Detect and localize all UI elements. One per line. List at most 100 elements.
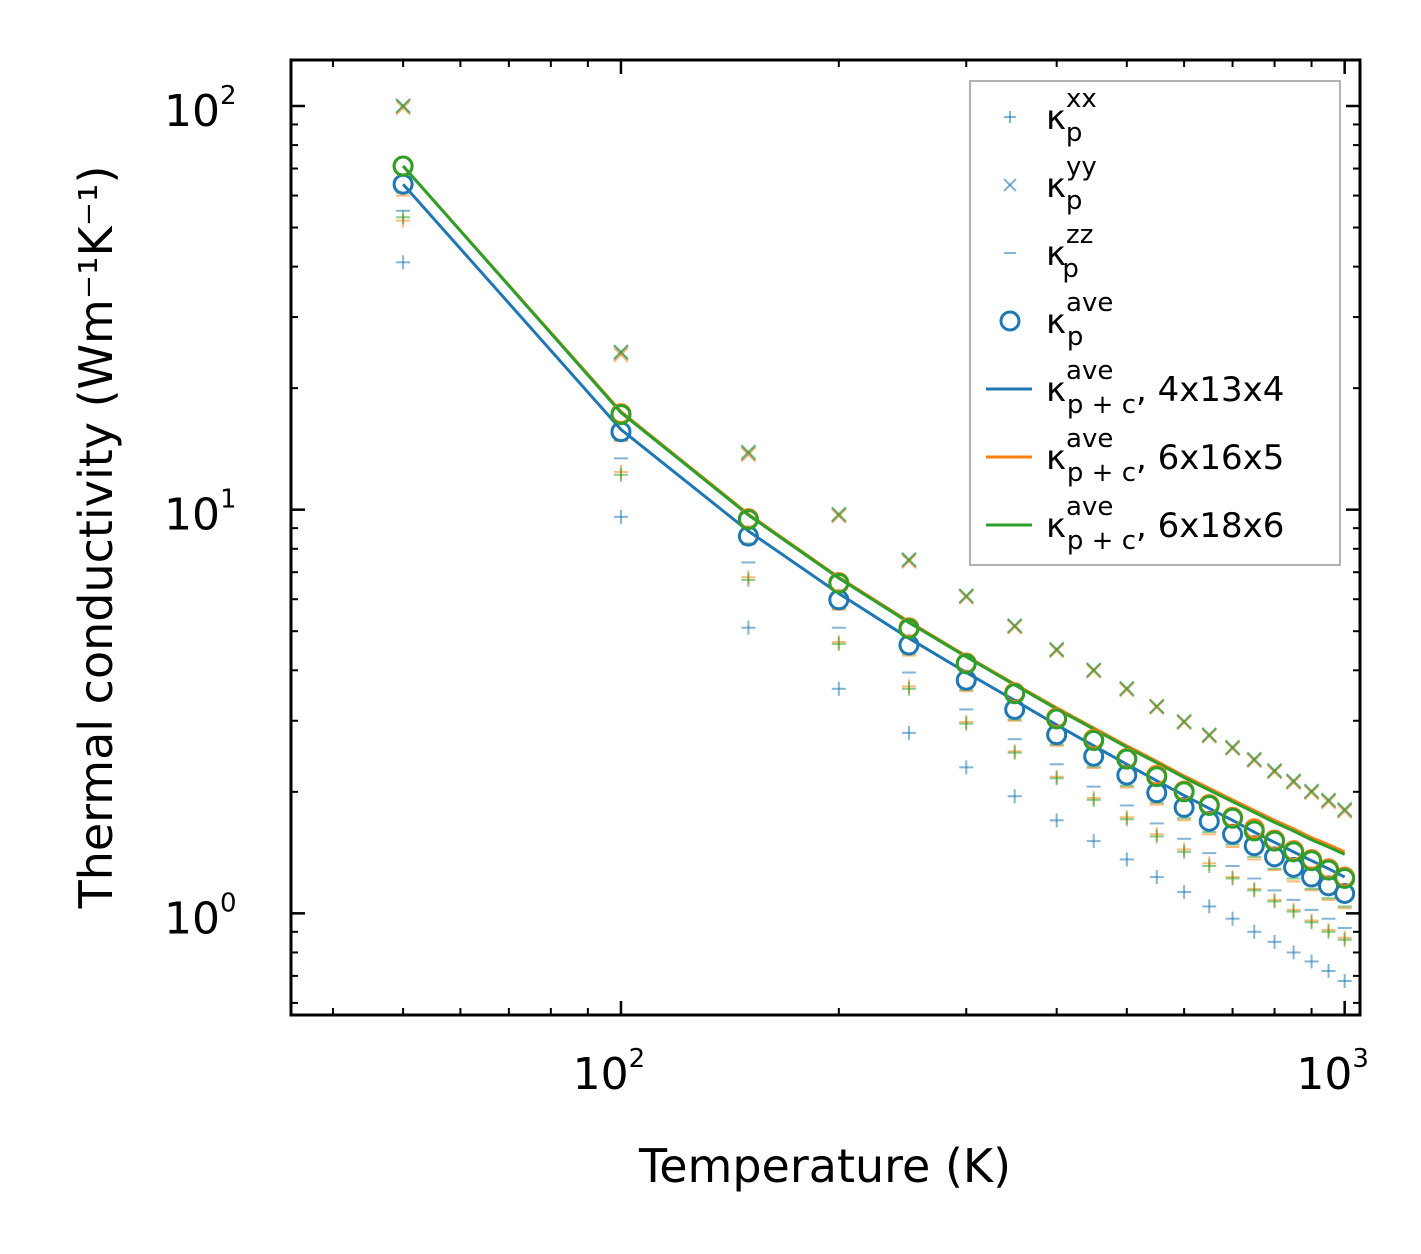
- point-kp_xx-16: [1286, 945, 1301, 960]
- point-kp_xx-1: [613, 509, 628, 524]
- point-kp_xx_c-8: [1086, 792, 1101, 807]
- point-kp_yy_b-5: [958, 589, 974, 605]
- point-kp_yy_b-14: [1246, 752, 1262, 769]
- point-kp_yy_b-19: [1336, 803, 1353, 819]
- point-kp_yy_c-9: [1119, 680, 1135, 697]
- point-kp_xx-11: [1177, 884, 1192, 899]
- legend-entry-6: κave p + c, 6x18x6: [986, 492, 1284, 556]
- point-kp_yy_c-2: [740, 444, 757, 460]
- point-kp_ave_c-15: [1264, 830, 1286, 852]
- point-kp_xx-2: [741, 620, 756, 635]
- series-kp_yy_c: [395, 98, 1353, 818]
- point-kp_ave_c-6: [1004, 683, 1026, 705]
- point-kp_xx_c-1: [613, 467, 628, 482]
- point-kp_yy_c-17: [1303, 783, 1320, 799]
- point-kp_yy_c-16: [1285, 773, 1302, 789]
- point-kp_yy_c-5: [958, 588, 974, 604]
- point-kp_xx_c-2: [741, 572, 756, 587]
- x-tick-label-1: 103: [1296, 1044, 1369, 1100]
- legend-entry-5: κave p + c, 6x16x5: [986, 424, 1284, 488]
- point-kp_xx-3: [831, 681, 846, 696]
- line-kpc_4x13x4: [401, 183, 1346, 879]
- series-kpc_4x13x4: [401, 183, 1346, 879]
- point-kp_ave_c-3: [828, 572, 850, 594]
- series-kpc_6x18x6: [401, 165, 1346, 856]
- series-kp_xx_c: [396, 210, 1352, 947]
- point-kp_xx_c-7: [1049, 771, 1064, 786]
- plot-frame: [289, 58, 1362, 1017]
- point-kp_ave_c-7: [1046, 708, 1068, 730]
- point-kp_xx-6: [1007, 789, 1022, 804]
- point-kp_xx-18: [1321, 963, 1336, 978]
- series-kp_ave_c: [392, 155, 1356, 889]
- point-kp_xx_c-4: [901, 681, 916, 696]
- legend-entry-4: κave p + c, 4x13x4: [986, 356, 1284, 420]
- legend-entry-2: κzz p: [1004, 220, 1093, 284]
- point-kp_ave_c-16: [1283, 841, 1305, 863]
- point-kp_xx_c-14: [1247, 883, 1262, 898]
- point-kp_yy_b-0: [395, 100, 411, 116]
- legend-entry-0: κxx p: [1004, 84, 1097, 148]
- point-kp_ave_c-19: [1334, 867, 1356, 889]
- point-kp_yy_c-19: [1336, 801, 1353, 818]
- x-axis-label: Temperature (K): [638, 1139, 1011, 1193]
- line-kpc_6x18x6: [401, 165, 1346, 856]
- point-kp_yy_c-10: [1149, 698, 1165, 714]
- point-kp_yy_c-13: [1224, 739, 1241, 755]
- y-tick-label-2: 102: [164, 81, 237, 137]
- point-kp_xx_c-0: [396, 210, 411, 225]
- legend-label-4: κave p + c, 4x13x4: [1046, 356, 1284, 420]
- legend-marker-x: [1003, 178, 1017, 192]
- legend-label-6: κave p + c, 6x18x6: [1046, 492, 1284, 556]
- point-kp_xx-4: [901, 725, 916, 740]
- point-kp_yy_b-3: [831, 508, 847, 524]
- point-kp_ave-11: [1173, 796, 1195, 818]
- point-kp_xx-17: [1304, 954, 1319, 969]
- point-kp_xx_c-17: [1304, 915, 1319, 930]
- y-axis-label: Thermal conductivity (Wm⁻¹K⁻¹): [69, 166, 123, 910]
- point-kp_ave_c-9: [1116, 748, 1138, 770]
- point-kp_yy_c-0: [395, 98, 411, 114]
- point-kp_xx-8: [1086, 834, 1101, 849]
- point-kp_yy_b-7: [1048, 643, 1065, 659]
- point-kp_ave_c-11: [1173, 781, 1195, 803]
- legend-box: [969, 80, 1341, 566]
- point-kp_ave-19: [1334, 882, 1356, 904]
- point-kp_ave_c-17: [1301, 850, 1323, 872]
- point-kp_yy_c-15: [1266, 762, 1283, 779]
- point-kp_xx-14: [1247, 924, 1262, 939]
- series-kp_zz: [396, 209, 1352, 929]
- point-kp_xx-0: [396, 255, 411, 270]
- point-kp_ave_c-18: [1318, 859, 1340, 881]
- series-kp_xx: [396, 255, 1352, 988]
- point-kp_ave_c-4: [898, 618, 920, 640]
- point-kp_ave_c-13: [1222, 807, 1244, 829]
- point-kp_yy_b-17: [1303, 785, 1320, 801]
- point-kp_ave_c-1: [610, 404, 632, 426]
- plot-area: [392, 98, 1356, 988]
- point-kp_yy_c-8: [1085, 662, 1102, 678]
- point-kp_yy_c-4: [901, 551, 917, 568]
- y-tick-label-1: 101: [164, 485, 237, 541]
- point-kp_yy_b-18: [1320, 794, 1337, 810]
- point-kp_ave_c-14: [1243, 820, 1265, 842]
- point-kp_xx_c-9: [1119, 812, 1134, 827]
- point-kp_xx_c-6: [1007, 745, 1022, 760]
- point-kp_xx-15: [1267, 934, 1282, 949]
- point-kp_xx_c-3: [831, 636, 846, 651]
- point-kp_xx_c-19: [1337, 932, 1352, 947]
- point-kp_yy_c-14: [1246, 751, 1262, 767]
- point-kp_xx-12: [1202, 899, 1217, 914]
- point-kp_yy_c-3: [831, 506, 847, 522]
- point-kp_yy_b-4: [901, 553, 917, 569]
- point-kp_xx_c-10: [1149, 829, 1164, 844]
- point-kp_yy_c-18: [1320, 792, 1337, 808]
- point-kp_yy_b-15: [1266, 764, 1283, 780]
- point-kp_yy_c-12: [1201, 727, 1217, 743]
- point-kp_xx-5: [959, 760, 974, 775]
- point-kp_yy_c-6: [1006, 617, 1023, 634]
- legend-marker-circle: [999, 310, 1021, 332]
- point-kp_yy_b-2: [740, 446, 757, 463]
- legend-marker-plus: [1004, 111, 1016, 123]
